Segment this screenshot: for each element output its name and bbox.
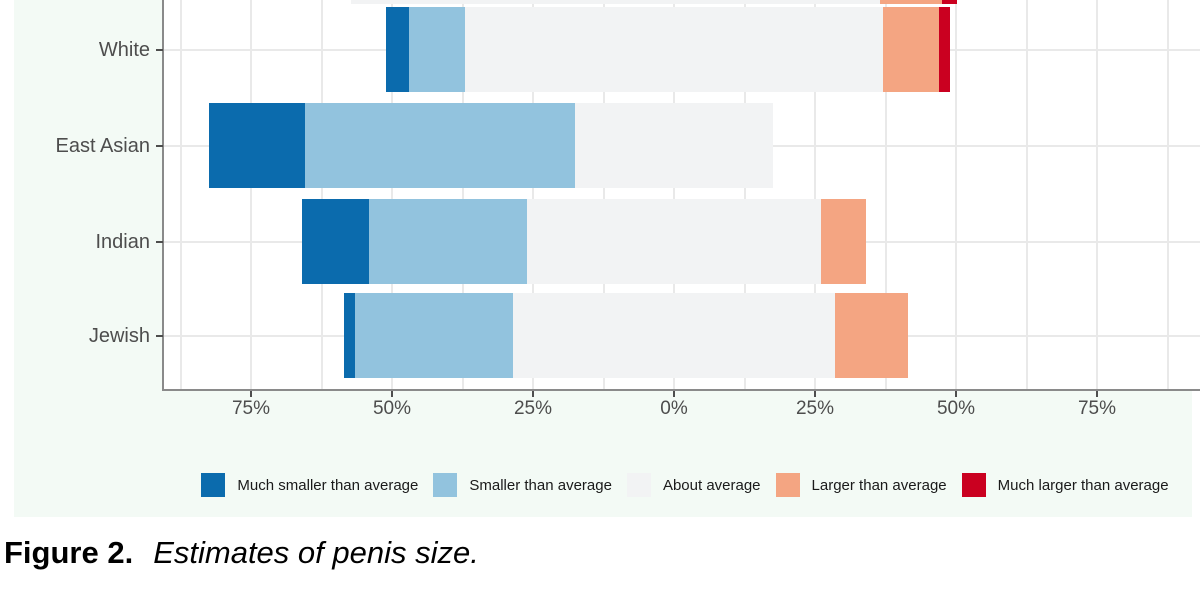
x-tick-label: 50% [372,398,412,419]
x-tick-label: 50% [936,398,976,419]
x-tick-label: 25% [513,398,553,419]
bar-white-much-smaller-than-average [386,7,409,92]
legend-item-much-smaller-than-average: Much smaller than average [201,473,418,497]
x-axis-line [162,389,1200,391]
category-label-indian: Indian [95,230,151,253]
y-tick-mark [156,48,163,51]
bar-indian-about-average [527,199,821,284]
gridline-vertical [814,0,816,389]
legend-label: About average [662,476,761,494]
bar-indian-smaller-than-average [369,199,528,284]
figure-caption-title: Estimates of penis size. [153,535,479,570]
gridline-vertical [955,0,957,389]
bar-indian-larger-than-average [820,199,866,284]
bar-cropped-row-much-larger-than-average [941,0,958,4]
bar-jewish-about-average [513,293,835,378]
bar-white-much-larger-than-average [939,7,951,92]
x-tick-label: 25% [795,398,835,419]
bar-east-asian-much-smaller-than-average [208,103,305,188]
gridline-vertical [1025,0,1028,389]
gridline-vertical [320,0,323,389]
legend-item-about-average: About average [626,473,761,497]
gridline-vertical [179,0,182,389]
x-tick-mark [955,391,957,397]
bar-east-asian-smaller-than-average [304,103,576,188]
legend-item-much-larger-than-average: Much larger than average [961,473,1169,497]
legend-label: Much smaller than average [237,476,419,494]
legend-item-smaller-than-average: Smaller than average [433,473,612,497]
bar-jewish-smaller-than-average [355,293,514,378]
bar-jewish-larger-than-average [834,293,909,378]
gridline-vertical [250,0,252,389]
legend-item-larger-than-average: Larger than average [775,473,947,497]
y-axis-line [162,0,164,391]
gridline-vertical [1096,0,1098,389]
category-label-white: White [98,38,150,61]
category-label-jewish: Jewish [88,324,150,347]
x-tick-mark [673,391,675,397]
x-tick-mark [391,391,393,397]
x-tick-label: 0% [660,398,688,419]
y-tick-mark [156,240,163,243]
gridline-vertical [461,0,464,389]
legend-label: Smaller than average [469,476,612,494]
chart-panel [164,0,1200,389]
gridline-vertical [743,0,746,389]
bar-white-smaller-than-average [408,7,466,92]
bar-indian-much-smaller-than-average [301,199,370,284]
legend-swatch-smaller-than-average [433,473,458,497]
legend-swatch-larger-than-average [775,473,800,497]
gridline-vertical [1166,0,1169,389]
legend-swatch-much-smaller-than-average [201,473,226,497]
x-tick-mark [1096,391,1098,397]
legend-label: Much larger than average [997,476,1169,494]
x-tick-mark [250,391,252,397]
legend-swatch-much-larger-than-average [961,473,986,497]
bar-east-asian-about-average [575,103,773,188]
chart-legend: Much smaller than average Smaller than av… [164,473,1200,497]
gridline-vertical [532,0,534,389]
gridline-vertical [602,0,605,389]
gridline-vertical [673,0,675,389]
x-tick-label: 75% [1077,398,1117,419]
plot-background: White East Asian Indian Jewish 75% 50% 25% 0% 2… [14,0,1200,517]
bar-white-about-average [465,7,883,92]
bar-jewish-much-smaller-than-average [344,293,356,378]
bar-white-larger-than-average [882,7,940,92]
figure-caption: Figure 2. Estimates of penis size. [4,533,479,573]
x-tick-mark [532,391,534,397]
bar-cropped-row-larger-than-average [879,0,942,4]
legend-swatch-about-average [626,473,651,497]
x-tick-label: 75% [231,398,271,419]
legend-label: Larger than average [811,476,947,494]
x-tick-mark [814,391,816,397]
gridline-vertical [391,0,393,389]
gridline-vertical [884,0,887,389]
y-tick-mark [156,144,163,147]
figure-caption-number: Figure 2. [4,535,134,570]
bar-cropped-row-about-average [350,0,880,4]
category-label-east-asian: East Asian [55,134,150,157]
y-tick-mark [156,334,163,337]
